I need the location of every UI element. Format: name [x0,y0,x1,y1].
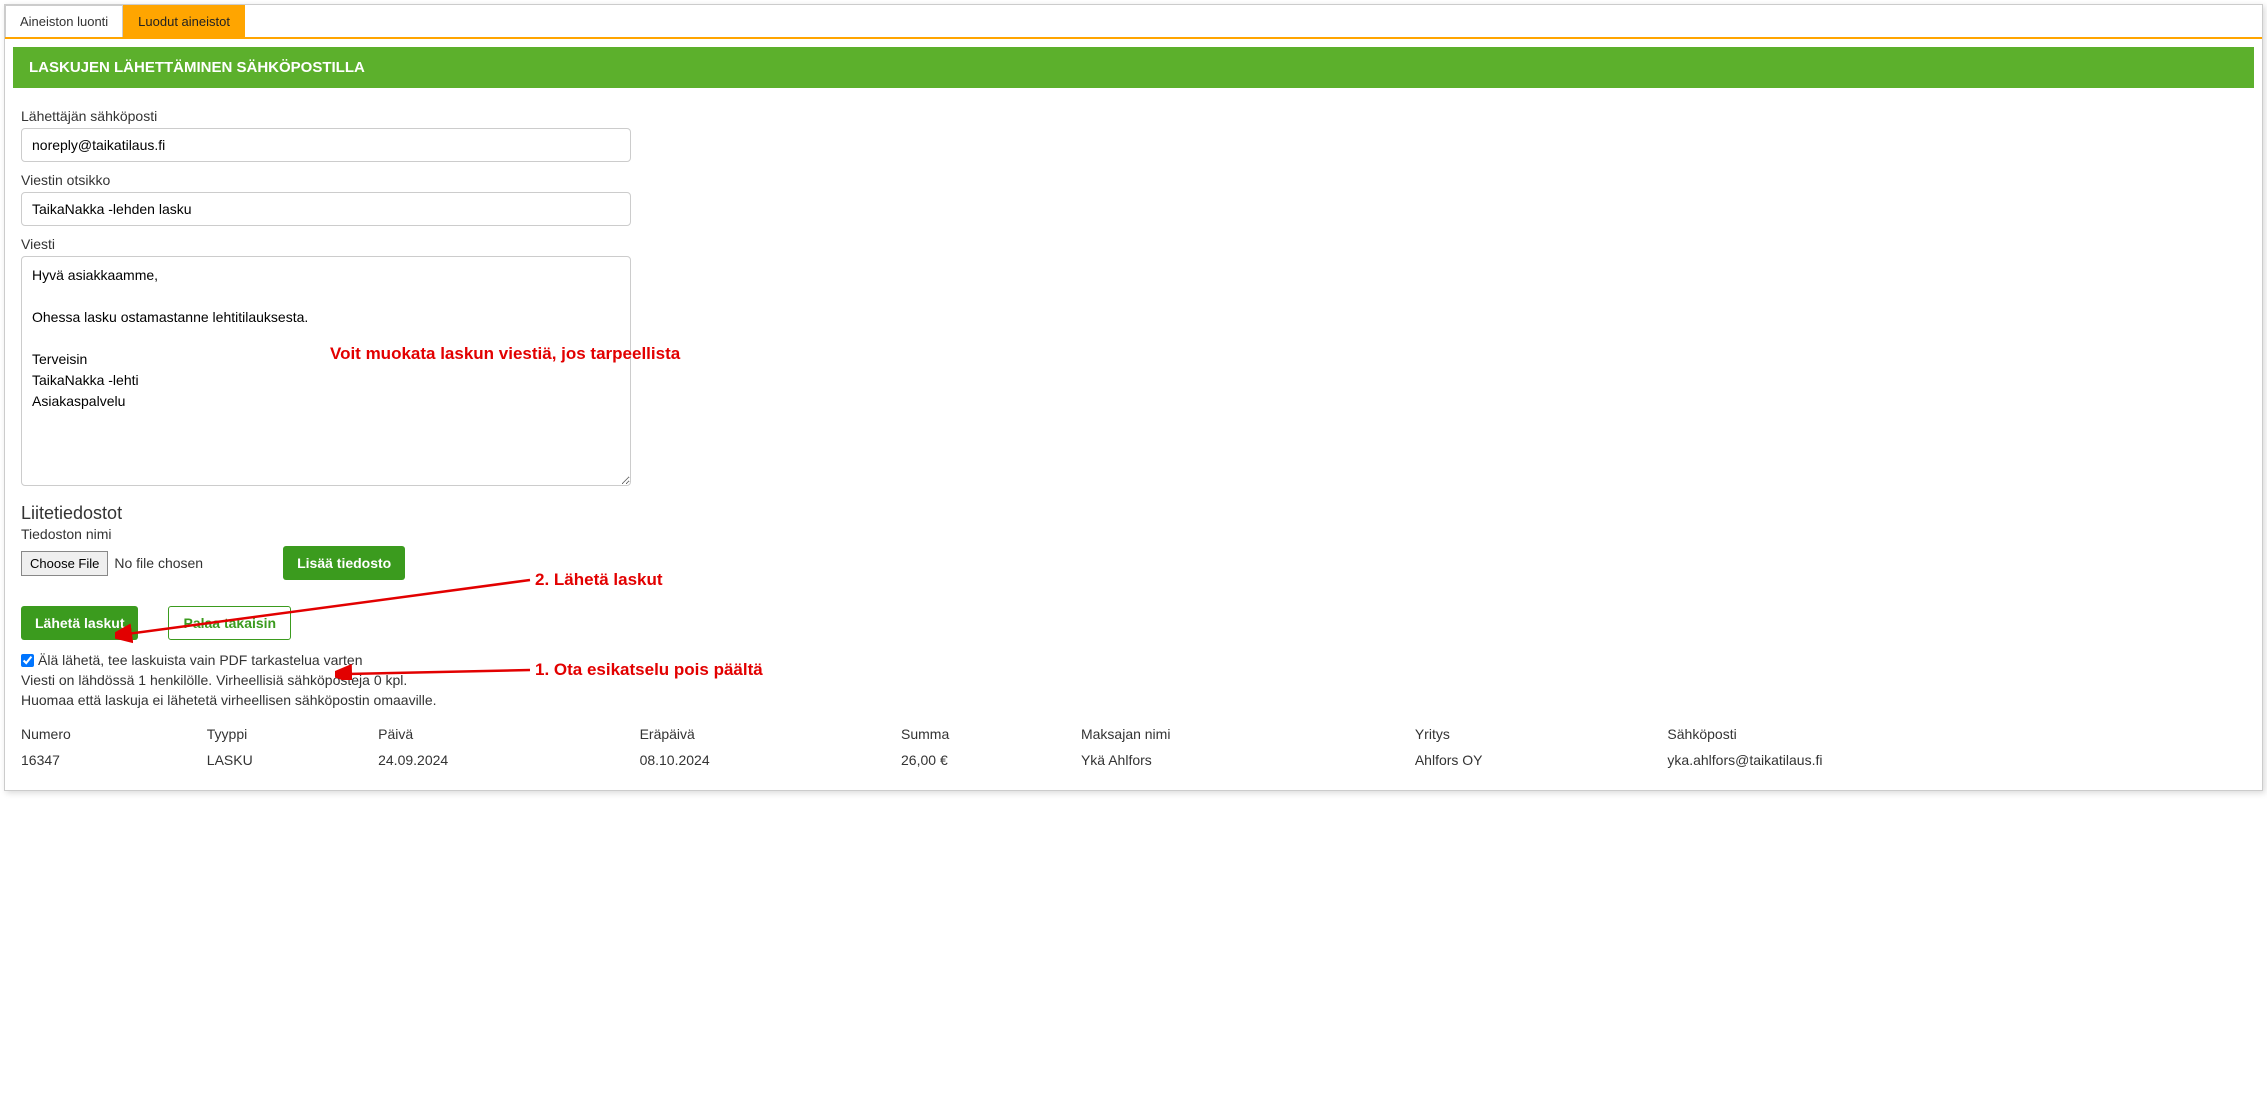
td-numero: 16347 [21,746,207,774]
tab-bar: Aineiston luonti Luodut aineistot [5,5,2262,39]
file-row: Choose File No file chosen Lisää tiedost… [21,546,2246,580]
th-summa: Summa [901,722,1081,746]
th-maksajan-nimi: Maksajan nimi [1081,722,1415,746]
th-sahkoposti: Sähköposti [1667,722,2246,746]
filename-label: Tiedoston nimi [21,526,2246,542]
action-row: Lähetä laskut Palaa takaisin [21,606,2246,640]
td-summa: 26,00 € [901,746,1081,774]
file-status: No file chosen [114,555,203,571]
add-file-button[interactable]: Lisää tiedosto [283,546,405,580]
choose-file-button[interactable]: Choose File [21,551,108,576]
panel-header: LASKUJEN LÄHETTÄMINEN SÄHKÖPOSTILLA [13,47,2254,88]
send-invoices-button[interactable]: Lähetä laskut [21,606,138,640]
table-header-row: Numero Tyyppi Päivä Eräpäivä Summa Maksa… [21,722,2246,746]
invoice-table: Numero Tyyppi Päivä Eräpäivä Summa Maksa… [21,722,2246,774]
tab-aineiston-luonti[interactable]: Aineiston luonti [5,5,123,37]
tab-luodut-aineistot[interactable]: Luodut aineistot [123,5,245,37]
back-button[interactable]: Palaa takaisin [168,606,291,640]
panel: LASKUJEN LÄHETTÄMINEN SÄHKÖPOSTILLA Lähe… [5,47,2262,790]
preview-checkbox[interactable] [21,654,34,667]
th-numero: Numero [21,722,207,746]
td-maksajan-nimi: Ykä Ahlfors [1081,746,1415,774]
th-erapaiva: Eräpäivä [640,722,901,746]
sender-email-input[interactable] [21,128,631,162]
td-tyyppi: LASKU [207,746,378,774]
th-paiva: Päivä [378,722,639,746]
td-sahkoposti: yka.ahlfors@taikatilaus.fi [1667,746,2246,774]
td-yritys: Ahlfors OY [1415,746,1668,774]
attachments-heading: Liitetiedostot [21,503,2246,524]
panel-body: Lähettäjän sähköposti Viestin otsikko Vi… [5,88,2262,790]
message-textarea[interactable] [21,256,631,486]
td-paiva: 24.09.2024 [378,746,639,774]
main-container: Aineiston luonti Luodut aineistot LASKUJ… [4,4,2263,791]
subject-input[interactable] [21,192,631,226]
th-yritys: Yritys [1415,722,1668,746]
info-line-2: Huomaa että laskuja ei lähetetä virheell… [21,692,2246,708]
td-erapaiva: 08.10.2024 [640,746,901,774]
preview-checkbox-row: Älä lähetä, tee laskuista vain PDF tarka… [21,652,2246,668]
info-line-1: Viesti on lähdössä 1 henkilölle. Virheel… [21,672,2246,688]
table-row: 16347 LASKU 24.09.2024 08.10.2024 26,00 … [21,746,2246,774]
sender-email-label: Lähettäjän sähköposti [21,108,2246,124]
th-tyyppi: Tyyppi [207,722,378,746]
preview-checkbox-label: Älä lähetä, tee laskuista vain PDF tarka… [38,652,363,668]
subject-label: Viestin otsikko [21,172,2246,188]
message-label: Viesti [21,236,2246,252]
